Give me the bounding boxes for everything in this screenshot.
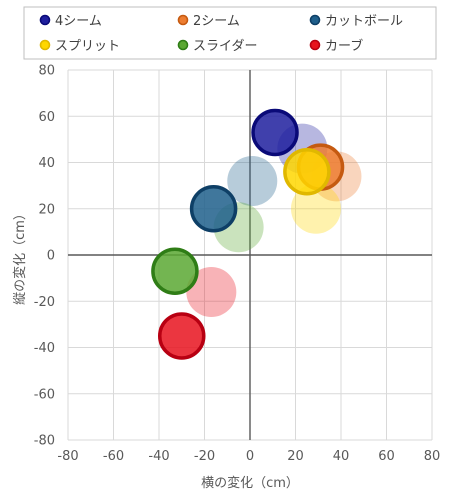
y-tick-label-6: 40 bbox=[38, 156, 55, 171]
legend-marker-0 bbox=[39, 14, 51, 26]
legend-label-0: 4シーム bbox=[55, 14, 102, 29]
legend-label-3: スプリット bbox=[55, 39, 120, 54]
y-tick-label-2: -40 bbox=[34, 341, 55, 356]
faded-marker-2-0 bbox=[227, 156, 278, 206]
x-tick-label-2: -40 bbox=[148, 449, 169, 464]
legend-label-2: カットボール bbox=[325, 14, 403, 29]
legend-label-4: スライダー bbox=[193, 39, 257, 54]
faded-marker-5-0 bbox=[186, 267, 237, 317]
x-tick-label-5: 20 bbox=[287, 449, 304, 464]
x-tick-label-7: 60 bbox=[378, 449, 395, 464]
legend-box bbox=[23, 6, 437, 60]
x-tick-label-0: -80 bbox=[57, 449, 78, 464]
primary-markers bbox=[151, 108, 345, 360]
faded-marker-3-0 bbox=[290, 183, 341, 234]
y-tick-label-5: 20 bbox=[38, 202, 55, 217]
legend-marker-1 bbox=[177, 14, 189, 26]
primary-marker-3 bbox=[283, 148, 331, 196]
x-axis-title: 横の変化（cm） bbox=[201, 475, 299, 491]
y-tick-label-8: 80 bbox=[38, 64, 55, 79]
y-tick-label-7: 60 bbox=[38, 110, 55, 125]
primary-marker-5 bbox=[158, 312, 206, 360]
legend-label-1: 2シーム bbox=[193, 14, 240, 29]
x-tick-label-1: -60 bbox=[103, 449, 124, 464]
y-axis-title: 縦の変化（cm） bbox=[12, 207, 28, 305]
primary-marker-4 bbox=[151, 247, 199, 295]
primary-marker-0 bbox=[251, 108, 299, 157]
primary-marker-2 bbox=[189, 185, 238, 233]
legend-label-5: カーブ bbox=[325, 38, 363, 54]
tick-labels: -80 -60 -40 -20 0 20 40 60 80 -80 -60 -40 -20 0 20 40 60… bbox=[34, 64, 441, 465]
legend-marker-2 bbox=[309, 14, 321, 26]
x-tick-label-3: -20 bbox=[194, 449, 215, 464]
x-tick-label-6: 40 bbox=[333, 449, 350, 464]
y-tick-label-0: -80 bbox=[34, 434, 55, 449]
legend-marker-3 bbox=[39, 39, 51, 51]
x-tick-label-8: 80 bbox=[424, 449, 441, 464]
y-tick-label-1: -60 bbox=[34, 387, 55, 402]
x-tick-label-4: 0 bbox=[246, 449, 254, 464]
legend-marker-4 bbox=[177, 39, 189, 51]
y-tick-label-4: 0 bbox=[47, 249, 55, 264]
y-tick-label-3: -20 bbox=[34, 295, 55, 310]
axes bbox=[68, 70, 432, 440]
legend-marker-5 bbox=[309, 39, 321, 51]
